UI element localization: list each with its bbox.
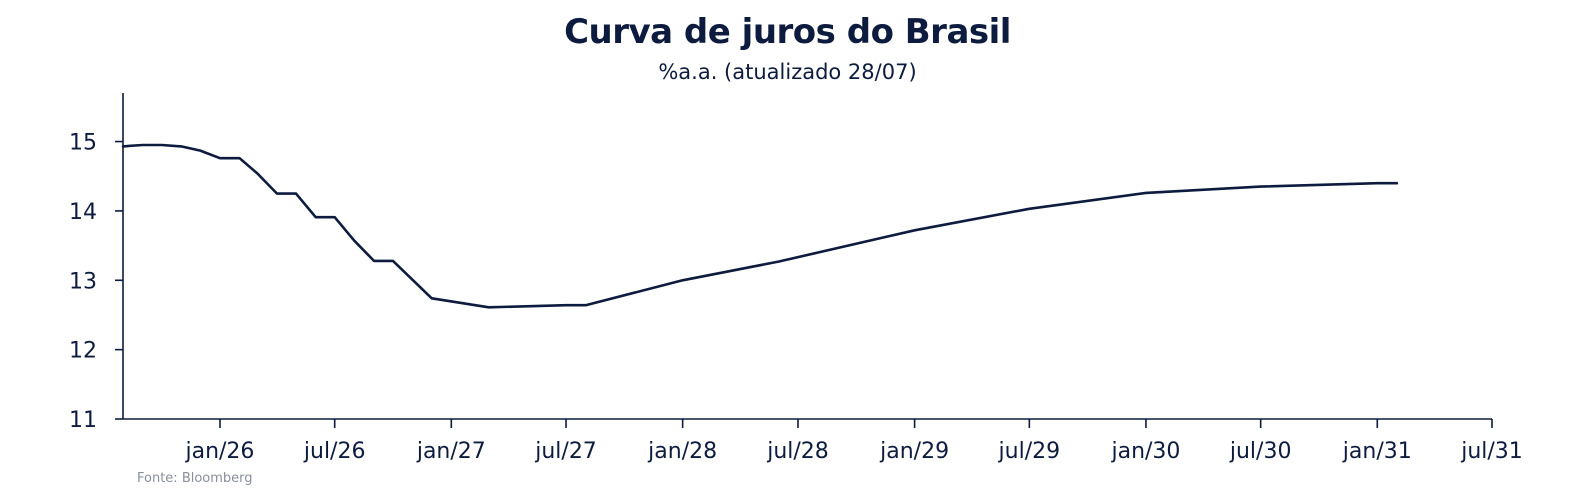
x-tick-label: jan/26 (184, 439, 254, 464)
x-tick-label: jul/27 (534, 439, 597, 464)
series-group (121, 143, 1399, 309)
y-axis-ticks: 11 12 13 14 15 (69, 131, 123, 433)
x-tick-label: jul/29 (998, 439, 1061, 464)
y-tick-label: 14 (69, 200, 97, 225)
x-tick-label: jan/29 (879, 439, 949, 464)
y-tick-label: 12 (69, 339, 97, 364)
x-tick-label: jan/30 (1110, 439, 1180, 464)
y-tick-label: 11 (69, 408, 97, 433)
x-tick-label: jan/27 (416, 439, 486, 464)
series-line (121, 143, 1399, 309)
x-axis-ticks: jan/26 jul/26 jan/27 jul/27 jan/28 jul/28 jan/… (184, 419, 1523, 464)
source-note: Fonte: Bloomberg (137, 471, 253, 486)
x-tick-label: jul/28 (766, 439, 829, 464)
x-tick-label: jul/31 (1460, 439, 1523, 464)
x-tick-label: jan/31 (1342, 439, 1412, 464)
chart-title: Curva de juros do Brasil (564, 12, 1011, 52)
y-tick-label: 13 (69, 269, 97, 294)
chart-subtitle: %a.a. (atualizado 28/07) (658, 60, 917, 84)
y-tick-label: 15 (69, 131, 97, 156)
x-tick-label: jul/26 (303, 439, 366, 464)
x-tick-label: jul/30 (1229, 439, 1292, 464)
x-tick-label: jan/28 (647, 439, 717, 464)
